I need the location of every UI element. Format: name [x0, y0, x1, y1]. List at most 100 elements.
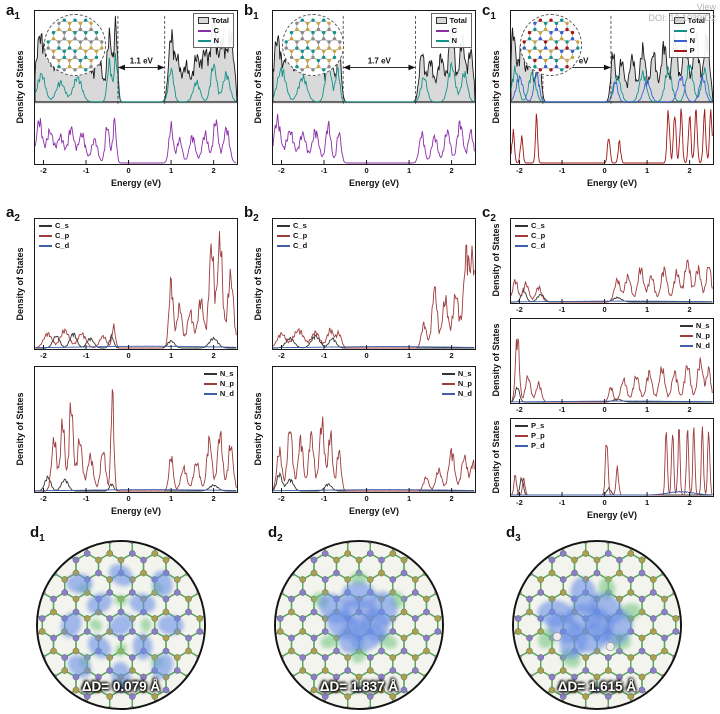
legend-swatch — [441, 382, 455, 385]
legend-item: N_s — [441, 369, 472, 378]
legend-item: C_p — [277, 231, 307, 240]
legend-label: N_p — [695, 331, 710, 340]
legend-label: C — [451, 26, 458, 35]
legend-swatch — [673, 49, 687, 52]
legend-swatch — [441, 372, 455, 375]
svg-text:-2: -2 — [516, 405, 523, 414]
svg-text:-1: -1 — [559, 405, 566, 414]
svg-text:1.1 eV: 1.1 eV — [130, 56, 154, 65]
legend-swatch — [39, 234, 52, 237]
charge-density-svg — [276, 542, 442, 708]
svg-text:1: 1 — [645, 498, 649, 507]
legend-label: P_p — [531, 431, 545, 440]
charge-density-panel-d3: ΔD= 1.615 Å — [512, 540, 682, 710]
pdos-chart-c2-P: -2 -1 0 1 2 Energy (eV) P_s P_p P_d — [510, 418, 714, 520]
legend-item: Total — [435, 16, 467, 25]
svg-text:-1: -1 — [559, 305, 566, 314]
legend-item: Total — [673, 16, 705, 25]
svg-text:2: 2 — [450, 351, 454, 360]
legend-item: P — [673, 46, 705, 55]
legend-label: N_d — [457, 389, 472, 398]
svg-text:1: 1 — [645, 305, 649, 314]
charge-density-panel-d1: ΔD= 0.079 Å — [36, 540, 206, 710]
svg-text:-1: -1 — [83, 351, 90, 360]
svg-text:-1: -1 — [83, 166, 90, 175]
legend-label: C_s — [293, 221, 307, 230]
legend-label: C_p — [293, 231, 308, 240]
svg-text:-2: -2 — [40, 494, 47, 503]
svg-text:-1: -1 — [559, 166, 566, 175]
legend-item: C_p — [39, 231, 69, 240]
plot-svg: 1.1 eV -2 -1 0 1 2 Energy (eV) — [34, 10, 238, 188]
legend-item: N_d — [203, 389, 234, 398]
legend-label: C — [689, 26, 696, 35]
svg-text:0: 0 — [602, 166, 606, 175]
legend-swatch — [197, 29, 211, 32]
legend-item: P_p — [515, 431, 545, 440]
watermark-line2: DOI: 10.1039/D2 — [648, 13, 716, 23]
legend-swatch — [39, 244, 52, 247]
legend-swatch — [679, 324, 693, 327]
legend-swatch — [673, 39, 687, 42]
legend-swatch — [679, 344, 693, 347]
legend-label: N_s — [219, 369, 234, 378]
legend-swatch — [197, 17, 209, 24]
svg-text:Energy (eV): Energy (eV) — [111, 178, 161, 188]
svg-text:2: 2 — [450, 166, 454, 175]
svg-text:-2: -2 — [516, 305, 523, 314]
legend-label: C_d — [531, 241, 546, 250]
y-axis-label: Density of States — [15, 247, 25, 321]
chart-legend: C_s C_p C_d — [39, 221, 70, 250]
pdos-chart-b2-N: -2 -1 0 1 2 Energy (eV) N_s N_p N_d — [272, 366, 476, 516]
legend-item: P_s — [515, 421, 545, 430]
legend-label: Total — [687, 16, 705, 25]
svg-text:1: 1 — [169, 494, 173, 503]
plot-svg: -2 -1 0 1 2 Energy (eV) — [34, 366, 238, 516]
chart-legend: N_s N_p N_d — [441, 369, 472, 398]
structure-inset-b1 — [282, 14, 344, 76]
legend-label: N_s — [695, 321, 710, 330]
charge-density-panel-d2: ΔD= 1.837 Å — [274, 540, 444, 710]
y-axis-label: Density of States — [491, 323, 501, 397]
legend-swatch — [515, 234, 528, 237]
svg-text:0: 0 — [126, 351, 130, 360]
legend-item: C_d — [277, 241, 307, 250]
svg-text:-2: -2 — [40, 166, 47, 175]
pdos-chart-b2-C: -2 -1 0 1 2 C_s C_p C_d — [272, 218, 476, 360]
y-axis-label: Density of States — [253, 50, 263, 124]
legend-label: N — [451, 36, 458, 45]
legend-item: N_s — [679, 321, 710, 330]
svg-text:Energy (eV): Energy (eV) — [349, 506, 399, 516]
chart-legend: C_s C_p C_d — [515, 221, 546, 250]
y-axis-label: Density of States — [253, 392, 263, 466]
svg-text:Energy (eV): Energy (eV) — [349, 178, 399, 188]
chart-legend: Total C N — [430, 13, 472, 48]
legend-item: C — [435, 26, 467, 35]
legend-label: N_p — [219, 379, 234, 388]
molecule-inset-svg — [46, 18, 104, 72]
y-axis-label: Density of States — [491, 50, 501, 124]
molecule-inset-svg — [522, 18, 580, 72]
legend-item: N_p — [203, 379, 234, 388]
svg-text:Energy (eV): Energy (eV) — [111, 506, 161, 516]
svg-text:-2: -2 — [278, 494, 285, 503]
svg-text:0: 0 — [364, 494, 368, 503]
svg-text:2: 2 — [212, 166, 216, 175]
legend-swatch — [515, 224, 528, 227]
svg-text:1: 1 — [169, 351, 173, 360]
svg-text:1: 1 — [407, 351, 411, 360]
svg-text:2: 2 — [688, 305, 692, 314]
legend-label: N — [213, 36, 220, 45]
legend-swatch — [203, 392, 217, 395]
legend-item: C_d — [515, 241, 545, 250]
legend-item: P_d — [515, 441, 545, 450]
legend-item: N — [197, 36, 229, 45]
legend-label: P_s — [531, 421, 545, 430]
svg-text:0: 0 — [126, 494, 130, 503]
watermark-line1: View — [696, 2, 716, 12]
legend-label: N — [689, 36, 696, 45]
legend-item: N — [673, 36, 705, 45]
legend-label: N_d — [219, 389, 234, 398]
svg-text:1: 1 — [407, 494, 411, 503]
